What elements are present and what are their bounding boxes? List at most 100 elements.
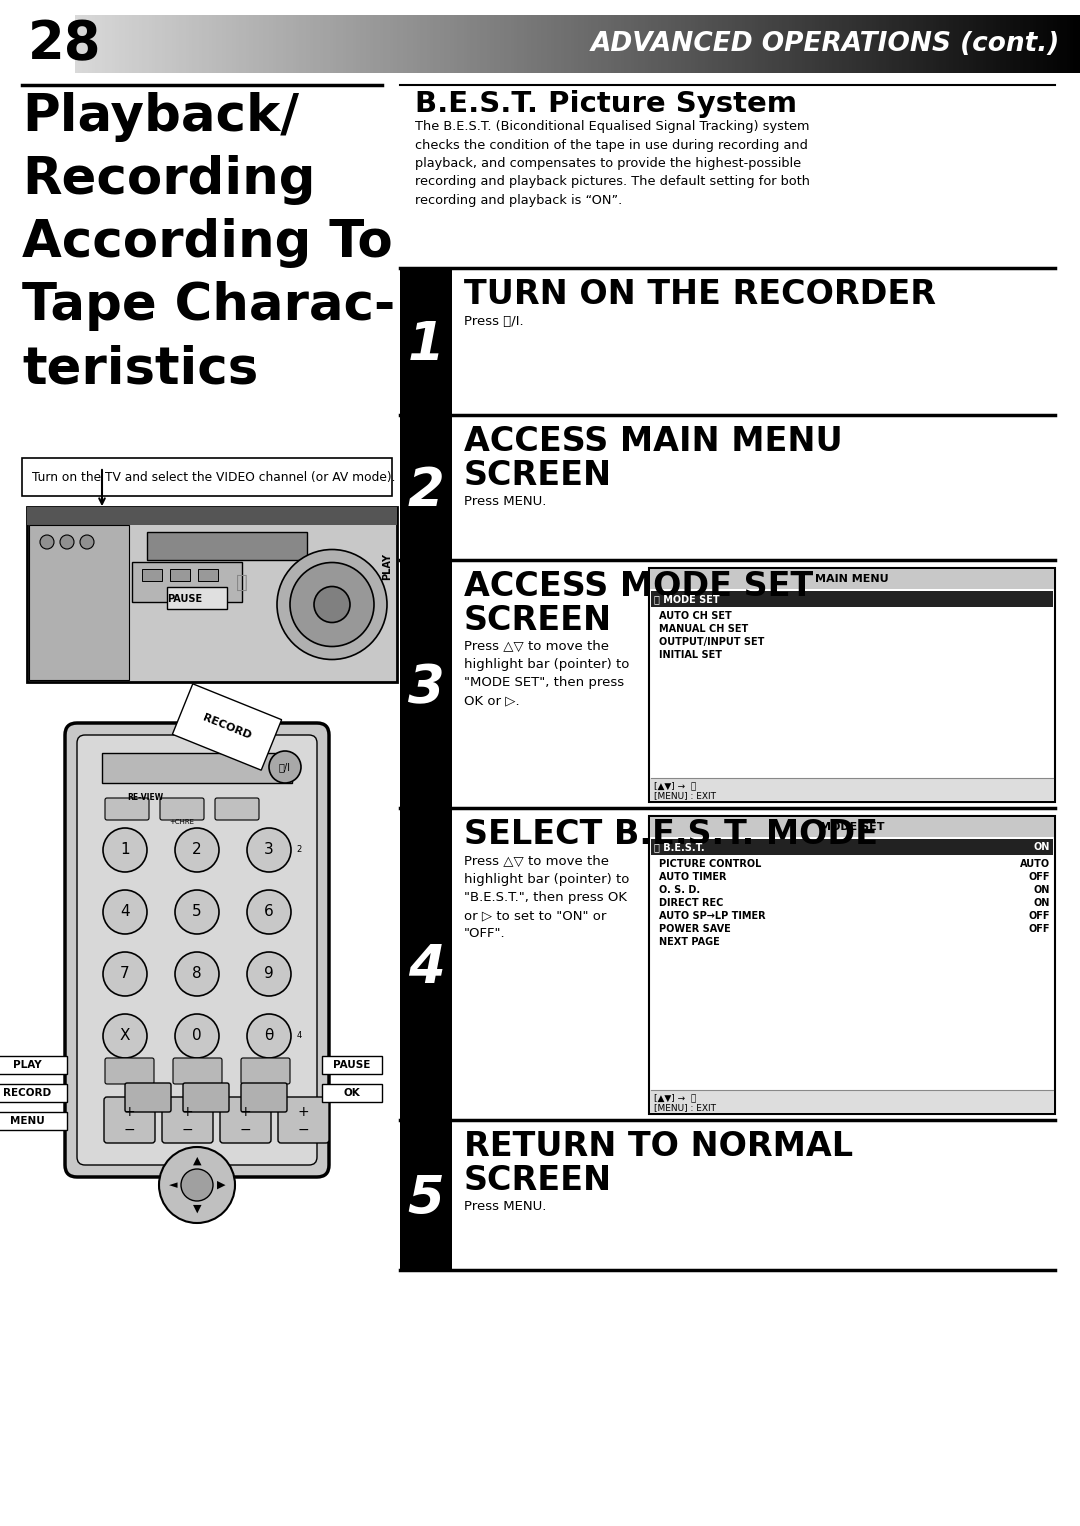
Bar — [159, 15, 162, 73]
Bar — [175, 15, 179, 73]
Bar — [202, 15, 205, 73]
Bar — [812, 15, 815, 73]
Bar — [882, 15, 886, 73]
Text: +CHRE: +CHRE — [170, 819, 194, 826]
Bar — [299, 15, 302, 73]
Bar — [895, 15, 899, 73]
Bar — [266, 15, 269, 73]
Bar — [141, 569, 162, 581]
Bar — [802, 15, 806, 73]
Bar — [1003, 15, 1007, 73]
Bar — [765, 15, 769, 73]
Text: 5: 5 — [407, 1173, 444, 1225]
Bar — [356, 15, 360, 73]
Bar — [333, 15, 336, 73]
Bar — [1063, 15, 1067, 73]
Bar — [138, 15, 141, 73]
Bar — [322, 1083, 382, 1102]
Bar — [192, 15, 195, 73]
Text: OK: OK — [343, 1088, 361, 1099]
Bar — [873, 15, 876, 73]
Bar — [534, 15, 538, 73]
Bar — [286, 15, 289, 73]
Bar — [108, 15, 112, 73]
Text: PICTURE CONTROL: PICTURE CONTROL — [659, 859, 761, 868]
Bar — [89, 15, 92, 73]
FancyBboxPatch shape — [278, 1097, 329, 1143]
Bar — [544, 15, 548, 73]
Bar — [792, 15, 795, 73]
Text: Playback/: Playback/ — [22, 92, 299, 142]
Bar — [973, 15, 976, 73]
Bar — [369, 15, 374, 73]
FancyBboxPatch shape — [65, 723, 329, 1177]
Text: −: − — [181, 1123, 193, 1137]
Circle shape — [175, 952, 219, 996]
Circle shape — [276, 549, 387, 659]
Bar — [503, 15, 508, 73]
Bar — [1053, 15, 1056, 73]
Bar — [366, 15, 369, 73]
Bar — [627, 15, 631, 73]
Bar — [561, 15, 564, 73]
Bar — [651, 591, 1053, 607]
Bar — [167, 588, 227, 609]
Bar — [393, 15, 396, 73]
Bar — [454, 15, 457, 73]
Text: According To: According To — [22, 218, 393, 269]
Bar — [575, 15, 578, 73]
Bar — [436, 15, 441, 73]
Bar — [936, 15, 940, 73]
Bar — [899, 15, 903, 73]
Text: ADVANCED OPERATIONS (cont.): ADVANCED OPERATIONS (cont.) — [591, 31, 1059, 56]
Bar — [374, 15, 377, 73]
Bar — [852, 15, 855, 73]
Bar — [940, 15, 943, 73]
Bar — [624, 15, 627, 73]
Bar — [795, 15, 798, 73]
Bar — [836, 15, 839, 73]
Text: B.E.S.T. Picture System: B.E.S.T. Picture System — [415, 90, 797, 118]
Bar — [323, 15, 326, 73]
Bar — [1056, 15, 1059, 73]
Circle shape — [291, 563, 374, 647]
Bar — [168, 15, 172, 73]
Bar — [313, 15, 316, 73]
FancyBboxPatch shape — [77, 736, 318, 1164]
Bar — [588, 15, 591, 73]
Bar — [189, 15, 192, 73]
Bar — [441, 15, 444, 73]
Bar — [594, 15, 597, 73]
Bar — [400, 807, 453, 1120]
Bar — [514, 15, 517, 73]
Bar — [865, 15, 869, 73]
Bar — [681, 15, 685, 73]
Bar — [259, 15, 262, 73]
Bar — [638, 15, 642, 73]
Text: TURN ON THE RECORDER: TURN ON THE RECORDER — [464, 278, 936, 311]
Text: MANUAL CH SET: MANUAL CH SET — [659, 624, 748, 633]
Bar — [400, 415, 453, 560]
Bar — [400, 15, 403, 73]
Text: [▲▼] →  ⓞ: [▲▼] → ⓞ — [654, 781, 697, 790]
Bar — [467, 15, 470, 73]
Bar — [243, 15, 246, 73]
Bar — [414, 15, 417, 73]
Bar — [256, 15, 259, 73]
Text: OFF: OFF — [1028, 911, 1050, 922]
FancyBboxPatch shape — [162, 1097, 213, 1143]
Bar — [517, 15, 521, 73]
Bar — [772, 15, 775, 73]
Bar — [1067, 15, 1070, 73]
FancyBboxPatch shape — [241, 1058, 291, 1083]
Bar — [956, 15, 959, 73]
Bar — [705, 15, 708, 73]
Bar — [125, 15, 129, 73]
Bar — [862, 15, 865, 73]
Bar — [715, 15, 718, 73]
Circle shape — [247, 952, 291, 996]
Text: ACCESS MAIN MENU
SCREEN: ACCESS MAIN MENU SCREEN — [464, 426, 842, 493]
Text: Press △▽ to move the
highlight bar (pointer) to
"B.E.S.T.", then press OK
or ▷ t: Press △▽ to move the highlight bar (poin… — [464, 855, 630, 940]
Bar — [892, 15, 895, 73]
Bar — [761, 15, 765, 73]
